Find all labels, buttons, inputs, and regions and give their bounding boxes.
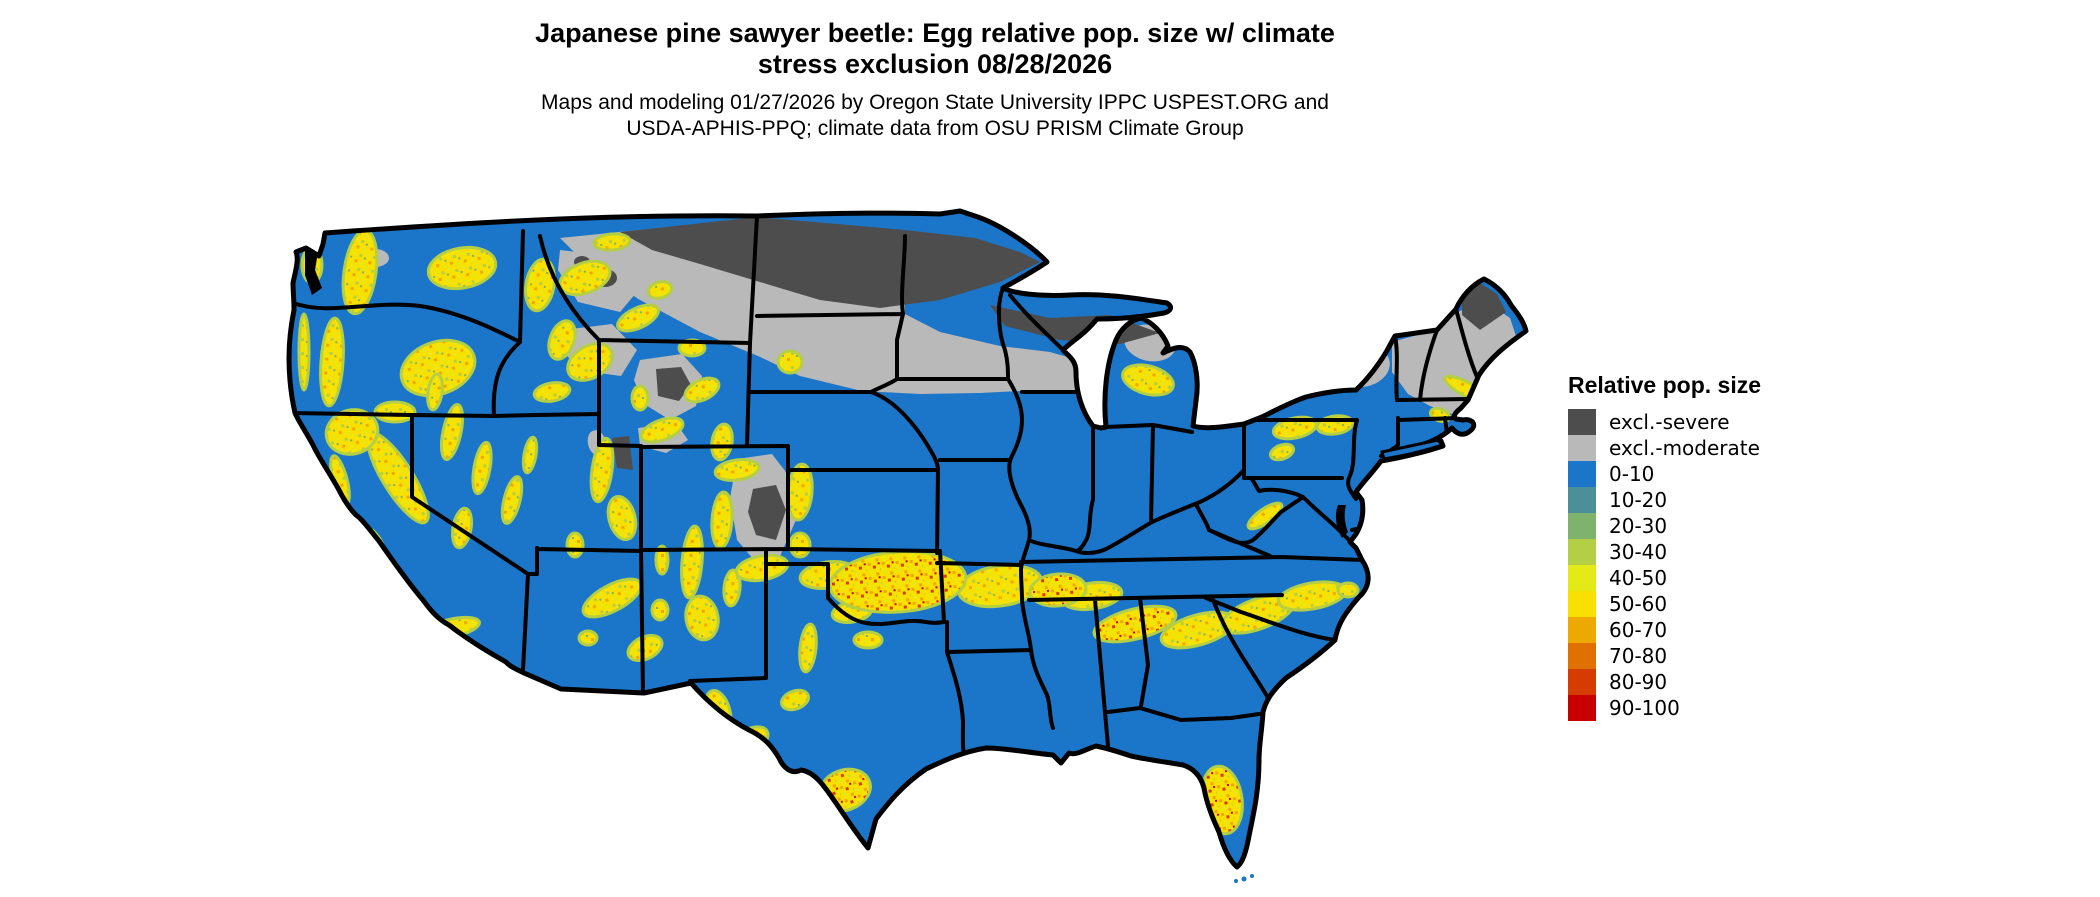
puget-sound-inlets	[305, 250, 322, 295]
legend-row: 80-90	[1568, 669, 1868, 695]
legend-swatch-excl-severe	[1568, 409, 1596, 435]
legend-row: 50-60	[1568, 591, 1868, 617]
legend-row: 10-20	[1568, 487, 1868, 513]
legend: Relative pop. size excl.-severe excl.-mo…	[1568, 372, 1868, 721]
legend-swatch-excl-moderate	[1568, 435, 1596, 461]
legend-swatch-30-40	[1568, 539, 1596, 565]
legend-label: 70-80	[1609, 644, 1668, 668]
legend-title: Relative pop. size	[1568, 372, 1762, 398]
legend-row: excl.-moderate	[1568, 435, 1868, 461]
long-island	[1380, 438, 1445, 461]
legend-label: 90-100	[1609, 696, 1680, 720]
legend-label: 10-20	[1609, 488, 1668, 512]
legend-label: 30-40	[1609, 540, 1668, 564]
map-title-line2: stress exclusion 08/28/2026	[757, 49, 1113, 80]
legend-row: 0-10	[1568, 461, 1868, 487]
legend-row: 40-50	[1568, 565, 1868, 591]
us-map	[286, 208, 1529, 883]
legend-label: 0-10	[1609, 462, 1655, 486]
chesapeake-bay-inlets	[1335, 505, 1348, 538]
map-subtitle: Maps and modeling 01/27/2026 by Oregon S…	[330, 90, 1540, 143]
legend-label: 20-30	[1609, 514, 1668, 538]
map-subtitle-line1: Maps and modeling 01/27/2026 by Oregon S…	[541, 91, 1329, 114]
legend-swatch-80-90	[1568, 669, 1596, 695]
map-title-line1: Japanese pine sawyer beetle: Egg relativ…	[535, 18, 1335, 48]
us-map-container	[230, 162, 1540, 892]
legend-swatch-20-30	[1568, 513, 1596, 539]
legend-row: excl.-severe	[1568, 409, 1868, 435]
legend-label: 50-60	[1609, 592, 1668, 616]
legend-label: 80-90	[1609, 670, 1668, 694]
legend-swatch-50-60	[1568, 591, 1596, 617]
legend-label: excl.-severe	[1609, 410, 1730, 434]
legend-swatch-70-80	[1568, 643, 1596, 669]
florida-keys	[1234, 874, 1254, 883]
legend-swatch-40-50	[1568, 565, 1596, 591]
legend-label: 40-50	[1609, 566, 1668, 590]
map-subtitle-line2: USDA-APHIS-PPQ; climate data from OSU PR…	[626, 117, 1244, 141]
legend-row: 60-70	[1568, 617, 1868, 643]
legend-swatch-10-20	[1568, 487, 1596, 513]
legend-row: 30-40	[1568, 539, 1868, 565]
legend-label: excl.-moderate	[1609, 436, 1760, 460]
legend-swatch-0-10	[1568, 461, 1596, 487]
legend-row: 90-100	[1568, 695, 1868, 721]
legend-row: 70-80	[1568, 643, 1868, 669]
map-title: Japanese pine sawyer beetle: Egg relativ…	[330, 18, 1540, 80]
nation-outline	[286, 208, 1529, 870]
legend-row: 20-30	[1568, 513, 1868, 539]
legend-label: 60-70	[1609, 618, 1668, 642]
legend-swatch-90-100	[1568, 695, 1596, 721]
legend-swatch-60-70	[1568, 617, 1596, 643]
